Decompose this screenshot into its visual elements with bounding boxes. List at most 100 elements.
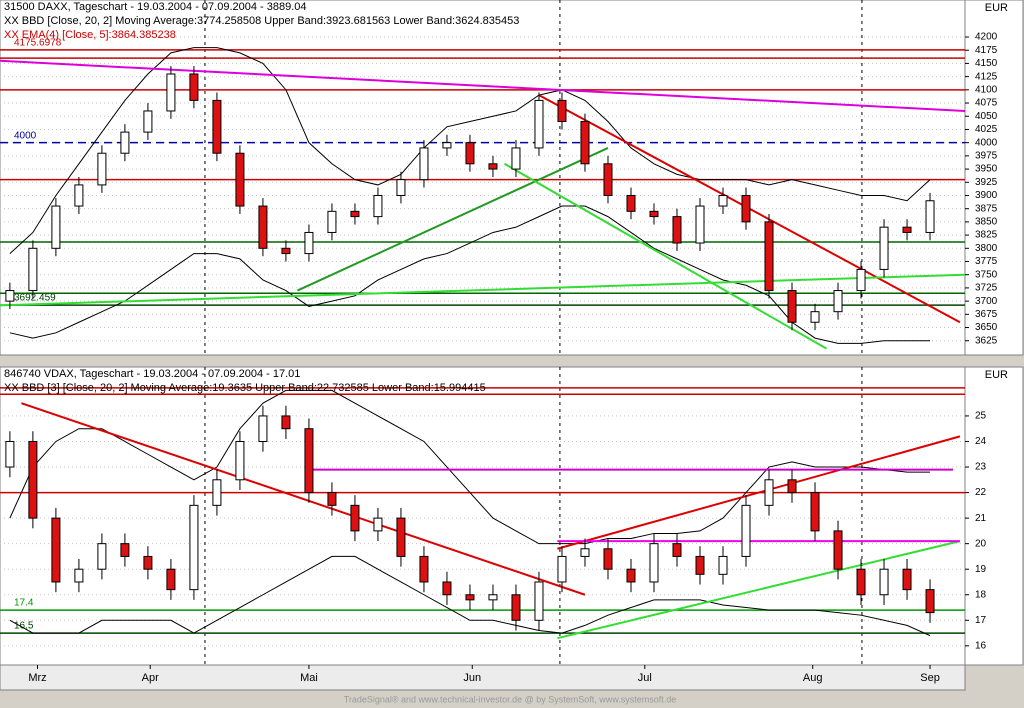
- candle-body: [764, 221, 774, 292]
- candle-body: [764, 479, 774, 506]
- candle-body: [833, 290, 843, 313]
- trend-line: [0, 273, 966, 307]
- y-tick-label: 4200: [975, 32, 998, 43]
- candle-body: [120, 543, 130, 557]
- candle-body: [741, 504, 751, 557]
- candle-body: [51, 517, 61, 583]
- y-tick-label: 3750: [975, 269, 998, 280]
- y-tick-label: 25: [975, 411, 987, 422]
- panel-header: XX EMA(4) [Close, 5]:3864.385238: [4, 29, 176, 41]
- candle-body: [396, 179, 406, 196]
- bollinger-band: [9, 47, 931, 254]
- y-tick-label: 4100: [975, 84, 998, 95]
- candle-body: [810, 492, 820, 532]
- candle-body: [235, 152, 245, 207]
- candle-body: [879, 226, 889, 270]
- candle-body: [580, 548, 590, 557]
- candle-body: [281, 247, 291, 255]
- candle-body: [649, 210, 659, 218]
- candle-body: [787, 479, 797, 494]
- candle-body: [488, 594, 498, 601]
- candle-body: [350, 504, 360, 532]
- candle-body: [580, 121, 590, 165]
- y-tick-label: 3925: [975, 177, 998, 188]
- candle-body: [810, 311, 820, 323]
- candle-body: [534, 99, 544, 149]
- candle-body: [212, 479, 222, 506]
- candle-body: [28, 440, 38, 519]
- y-tick-label: 19: [975, 564, 987, 575]
- candle-body: [350, 210, 360, 218]
- panel-header: 31500 DAXX, Tageschart - 19.03.2004 - 07…: [4, 1, 307, 13]
- panel-header: XX BBD [Close, 20, 2] Moving Average:377…: [4, 15, 519, 27]
- level-label: 3692.459: [14, 293, 56, 304]
- footer: TradeSignal® and www.technical-investor.…: [344, 694, 677, 704]
- axis-background: [964, 366, 1024, 666]
- candle-body: [189, 73, 199, 101]
- axis-background: [964, 0, 1024, 356]
- x-tick-label: Sep: [920, 672, 940, 684]
- candle-body: [856, 268, 866, 292]
- candle-body: [258, 205, 268, 249]
- candle-body: [5, 440, 15, 468]
- panel-background: [0, 366, 966, 666]
- candle-body: [465, 594, 475, 601]
- candle-body: [373, 194, 383, 218]
- level-label: 4175.6978: [14, 37, 62, 48]
- candle-body: [465, 142, 475, 165]
- bollinger-band: [9, 555, 931, 637]
- y-tick-label: 3625: [975, 335, 998, 346]
- candle-body: [74, 184, 84, 207]
- trend-line: [503, 162, 828, 350]
- candle-body: [672, 543, 682, 557]
- candle-body: [143, 110, 153, 133]
- candle-body: [856, 568, 866, 596]
- candle-body: [419, 555, 429, 583]
- candle-body: [626, 568, 636, 583]
- y-tick-label: 3975: [975, 151, 998, 162]
- y-tick-label: 3950: [975, 164, 998, 175]
- candle-body: [649, 543, 659, 583]
- y-tick-label: 3825: [975, 230, 998, 241]
- candle-body: [212, 99, 222, 154]
- candle-body: [695, 205, 705, 244]
- candle-body: [557, 555, 567, 583]
- currency-label: EUR: [985, 2, 1008, 14]
- y-tick-label: 4075: [975, 98, 998, 109]
- candle-body: [511, 147, 521, 170]
- y-tick-label: 3675: [975, 309, 998, 320]
- bollinger-band: [9, 205, 931, 344]
- candle-body: [787, 290, 797, 323]
- y-tick-label: 4050: [975, 111, 998, 122]
- y-tick-label: 22: [975, 487, 987, 498]
- candle-body: [534, 581, 544, 621]
- y-tick-label: 21: [975, 513, 987, 524]
- candle-body: [925, 589, 935, 614]
- currency-label: EUR: [985, 369, 1008, 381]
- candle-body: [557, 99, 567, 123]
- trend-line: [21, 402, 586, 596]
- y-tick-label: 17: [975, 615, 987, 626]
- x-tick-label: Jun: [463, 672, 481, 684]
- candle-body: [879, 568, 889, 596]
- candle-body: [626, 194, 636, 212]
- candle-body: [741, 194, 751, 223]
- candle-body: [258, 415, 268, 442]
- y-tick-label: 24: [975, 436, 987, 447]
- y-tick-label: 3700: [975, 296, 998, 307]
- candle-body: [5, 290, 15, 302]
- y-tick-label: 3900: [975, 190, 998, 201]
- candle-body: [51, 205, 61, 249]
- candle-body: [902, 226, 912, 233]
- y-tick-label: 3775: [975, 256, 998, 267]
- candle-body: [419, 147, 429, 181]
- candle-body: [281, 415, 291, 430]
- x-tick-label: Mai: [300, 672, 318, 684]
- candle-body: [718, 555, 728, 575]
- candle-body: [74, 568, 84, 583]
- candle-body: [442, 142, 452, 149]
- candle-body: [304, 428, 314, 494]
- y-tick-label: 3725: [975, 283, 998, 294]
- trend-line: [557, 435, 961, 550]
- x-tick-label: Jul: [638, 672, 652, 684]
